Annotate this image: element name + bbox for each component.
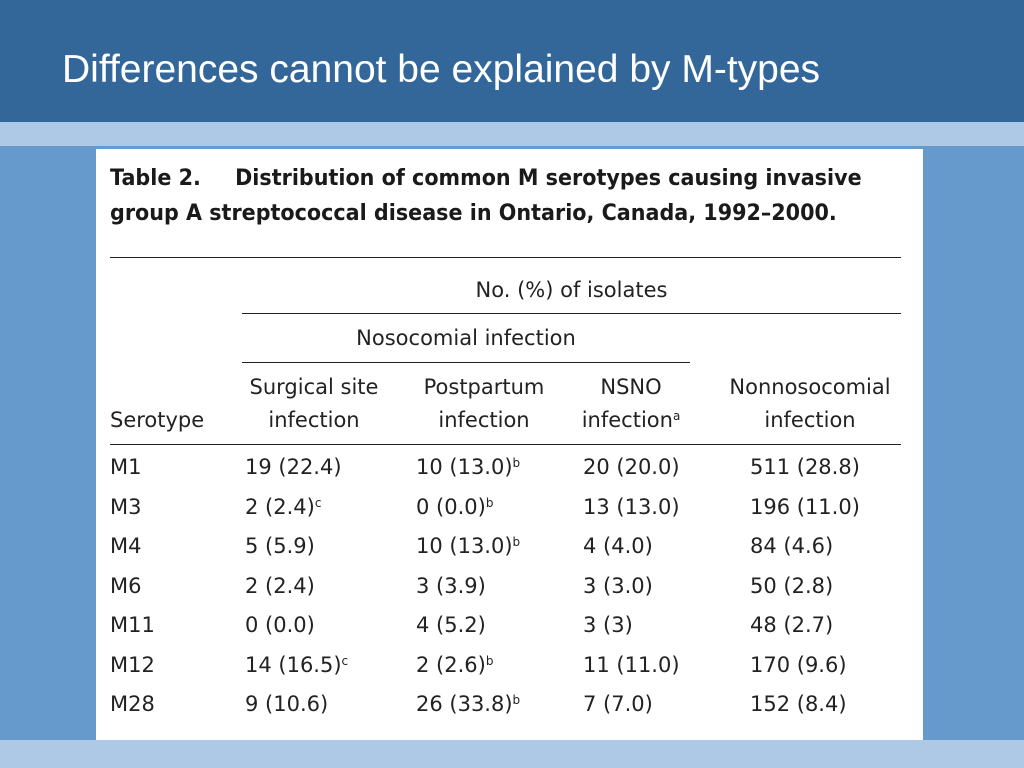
col-header-nonnosocomial-l1: Nonnosocomial [729, 375, 891, 399]
table-cell-c4: 84 (4.6) [750, 534, 834, 558]
footnote-marker: b [485, 495, 494, 510]
spanner-isolates-rule [242, 313, 901, 314]
table-cell-c2: 10 (13.0)b [416, 455, 521, 479]
table-cell-c2: 4 (5.2) [416, 613, 486, 637]
table-row: M6 2 (2.4) 3 (3.9) 3 (3.0) 50 (2.8) [96, 574, 923, 614]
col-header-nsno-l2: infectiona [581, 408, 681, 432]
table-top-rule [110, 257, 901, 258]
table-cell-c2: 10 (13.0)b [416, 534, 521, 558]
table-cell-serotype: M6 [110, 573, 142, 598]
table-cell-serotype: M12 [110, 652, 155, 677]
footnote-marker: c [314, 495, 322, 510]
table-cell-c1: 9 (10.6) [245, 692, 329, 716]
table-row: M1 19 (22.4) 10 (13.0)b 20 (20.0) 511 (28.8) [96, 455, 923, 495]
table-cell-c4: 170 (9.6) [750, 652, 847, 677]
table-cell-c3: 20 (20.0) [583, 455, 680, 479]
spanner-isolates: No. (%) of isolates [475, 278, 668, 302]
table-cell-c4: 152 (8.4) [750, 692, 847, 716]
table-cell-c3: 13 (13.0) [583, 494, 680, 519]
table-row: M3 2 (2.4)c 0 (0.0)b 13 (13.0) 196 (11.0) [96, 495, 923, 535]
footnote-marker: c [341, 653, 349, 668]
table-cell-c2: 2 (2.6)b [416, 652, 494, 677]
col-header-surgical-l2: infection [268, 408, 360, 432]
table-cell-c3: 3 (3.0) [583, 573, 653, 598]
table-row: M4 5 (5.9) 10 (13.0)b 4 (4.0) 84 (4.6) [96, 534, 923, 574]
footnote-marker: b [485, 653, 494, 668]
table-cell-c3: 3 (3) [583, 613, 633, 637]
table-row: M11 0 (0.0) 4 (5.2) 3 (3) 48 (2.7) [96, 613, 923, 653]
table-cell-c4: 50 (2.8) [750, 573, 834, 598]
table-cell-c1: 2 (2.4) [245, 573, 315, 598]
table-cell-c1: 19 (22.4) [245, 455, 342, 479]
table-cell-serotype: M1 [110, 455, 142, 479]
col-header-postpartum-l1: Postpartum [423, 375, 545, 399]
table-cell-serotype: M4 [110, 534, 142, 558]
footnote-marker: b [512, 456, 521, 470]
table-cell-c4: 48 (2.7) [750, 613, 834, 637]
table-cell-c4: 196 (11.0) [750, 494, 860, 519]
footer-stripe [0, 740, 1024, 768]
col-header-postpartum-l2: infection [438, 408, 530, 432]
col-header-nsno-l1: NSNO [600, 375, 662, 399]
footnote-a: a [672, 409, 681, 423]
table-caption: Table 2. Distribution of common M serotyp… [110, 161, 862, 231]
table-cell-serotype: M11 [110, 613, 155, 637]
title-bar: Differences cannot be explained by M-typ… [0, 0, 1024, 122]
col-header-nonnosocomial-l2: infection [764, 408, 856, 432]
spanner-nosocomial: Nosocomial infection [356, 326, 576, 350]
table-cell-c2: 0 (0.0)b [416, 494, 494, 519]
col-header-serotype: Serotype [110, 408, 205, 432]
footnote-marker: b [512, 693, 521, 707]
table-cell-serotype: M3 [110, 494, 142, 519]
col-header-surgical-l1: Surgical site [249, 375, 379, 399]
table-cell-c1: 14 (16.5)c [245, 652, 349, 677]
table-caption-line1: Distribution of common M serotypes causi… [235, 165, 862, 191]
table-cell-c1: 2 (2.4)c [245, 494, 322, 519]
table-cell-c3: 7 (7.0) [583, 692, 653, 716]
table-cell-c2: 26 (33.8)b [416, 692, 521, 716]
table-cell-c3: 11 (11.0) [583, 652, 680, 677]
table-cell-c4: 511 (28.8) [750, 455, 860, 479]
header-stripe [0, 122, 1024, 146]
table-cell-c3: 4 (4.0) [583, 534, 653, 558]
footnote-marker: b [512, 535, 521, 549]
table-cell-c2: 3 (3.9) [416, 573, 486, 598]
table-caption-line2: group A streptococcal disease in Ontario… [110, 200, 837, 226]
table-header-rule [110, 444, 901, 445]
slide-title: Differences cannot be explained by M-typ… [62, 48, 821, 91]
table-image-panel: Table 2. Distribution of common M serotyp… [96, 149, 923, 744]
table-row: M28 9 (10.6) 26 (33.8)b 7 (7.0) 152 (8.4) [96, 692, 923, 732]
table-caption-label: Table 2. [110, 165, 201, 191]
table-cell-c1: 0 (0.0) [245, 613, 315, 637]
table-row: M12 14 (16.5)c 2 (2.6)b 11 (11.0) 170 (9.6) [96, 653, 923, 693]
table-cell-c1: 5 (5.9) [245, 534, 315, 558]
spanner-nosocomial-rule [242, 362, 690, 363]
table-cell-serotype: M28 [110, 692, 155, 716]
